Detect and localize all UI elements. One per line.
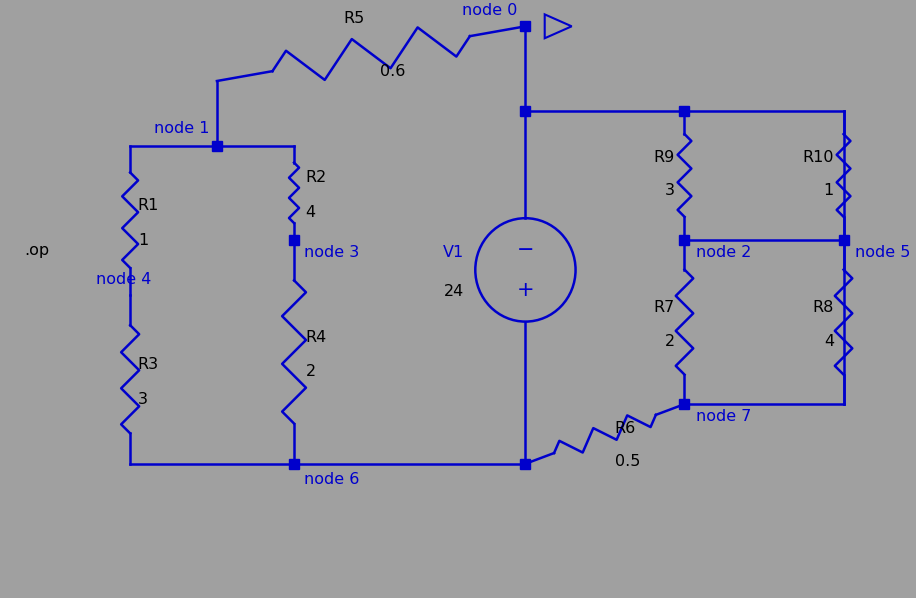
Text: V1: V1 (442, 245, 463, 260)
Text: node 0: node 0 (463, 4, 518, 19)
Text: 24: 24 (443, 284, 463, 299)
Text: R2: R2 (306, 170, 327, 185)
Text: node 4: node 4 (96, 272, 152, 288)
Text: 3: 3 (138, 392, 147, 407)
Text: node 1: node 1 (154, 121, 209, 136)
Text: 4: 4 (823, 334, 834, 349)
Text: node 6: node 6 (304, 472, 359, 487)
Text: 1: 1 (823, 183, 834, 198)
Text: R9: R9 (654, 150, 675, 165)
Text: −: − (517, 240, 534, 260)
Text: node 7: node 7 (696, 409, 751, 424)
Text: 4: 4 (306, 205, 316, 220)
Text: R10: R10 (802, 150, 834, 165)
Text: node 5: node 5 (856, 245, 911, 260)
Text: +: + (517, 279, 534, 300)
Text: 0.6: 0.6 (380, 63, 405, 78)
Text: R8: R8 (812, 300, 834, 315)
Text: 0.5: 0.5 (615, 454, 640, 469)
Text: R4: R4 (306, 329, 327, 344)
Text: .op: .op (24, 243, 49, 258)
Text: 3: 3 (665, 183, 675, 198)
Text: R1: R1 (138, 198, 159, 213)
Text: 2: 2 (306, 364, 316, 379)
Text: 1: 1 (138, 233, 148, 248)
Text: R6: R6 (615, 422, 636, 437)
Text: node 3: node 3 (304, 245, 359, 260)
Text: R7: R7 (654, 300, 675, 315)
Text: R5: R5 (344, 11, 365, 26)
Text: node 2: node 2 (696, 245, 751, 260)
Text: 2: 2 (665, 334, 675, 349)
Text: R3: R3 (138, 357, 159, 372)
